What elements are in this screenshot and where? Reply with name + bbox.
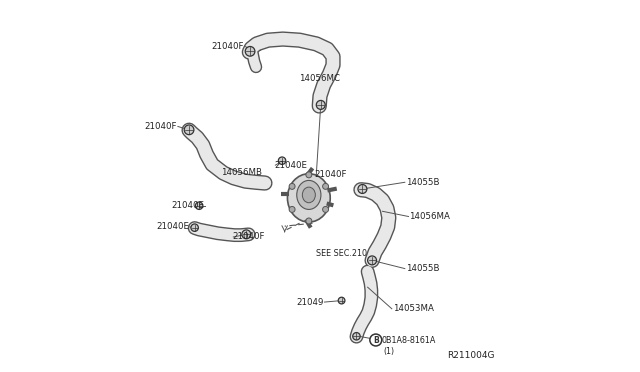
- Text: 21040E: 21040E: [275, 161, 308, 170]
- Ellipse shape: [302, 187, 316, 203]
- Circle shape: [242, 230, 251, 239]
- Text: 21049: 21049: [296, 298, 324, 307]
- Text: 14056MC: 14056MC: [300, 74, 340, 83]
- Text: 14055B: 14055B: [406, 264, 439, 273]
- Circle shape: [323, 183, 328, 189]
- Text: (1): (1): [383, 347, 394, 356]
- Text: 21040E: 21040E: [156, 222, 189, 231]
- Text: 0B1A8-8161A: 0B1A8-8161A: [381, 336, 436, 345]
- Text: 21040F: 21040F: [144, 122, 177, 131]
- Text: B: B: [373, 336, 379, 344]
- Text: 21040F: 21040F: [315, 170, 348, 179]
- Circle shape: [289, 206, 295, 212]
- Circle shape: [323, 206, 328, 212]
- Circle shape: [278, 157, 286, 164]
- Circle shape: [353, 333, 360, 340]
- Ellipse shape: [287, 174, 330, 222]
- Circle shape: [289, 183, 295, 189]
- Text: 14056MB: 14056MB: [221, 169, 262, 177]
- Ellipse shape: [297, 180, 321, 209]
- Circle shape: [184, 125, 194, 135]
- Circle shape: [316, 100, 325, 109]
- Circle shape: [195, 202, 203, 209]
- Text: 21040F: 21040F: [232, 232, 265, 241]
- Circle shape: [245, 46, 255, 56]
- Text: 14053MA: 14053MA: [392, 304, 433, 313]
- Circle shape: [306, 218, 312, 224]
- Text: 21040F: 21040F: [211, 42, 244, 51]
- Text: 14056MA: 14056MA: [410, 212, 450, 221]
- Circle shape: [338, 297, 345, 304]
- Text: SEE SEC.210: SEE SEC.210: [316, 249, 367, 258]
- Circle shape: [306, 172, 312, 178]
- Circle shape: [370, 334, 381, 346]
- Text: R211004G: R211004G: [447, 351, 495, 360]
- Text: 21040E: 21040E: [171, 201, 204, 210]
- Circle shape: [367, 256, 376, 265]
- Text: 14055B: 14055B: [406, 178, 439, 187]
- Circle shape: [191, 224, 198, 231]
- Circle shape: [358, 185, 367, 193]
